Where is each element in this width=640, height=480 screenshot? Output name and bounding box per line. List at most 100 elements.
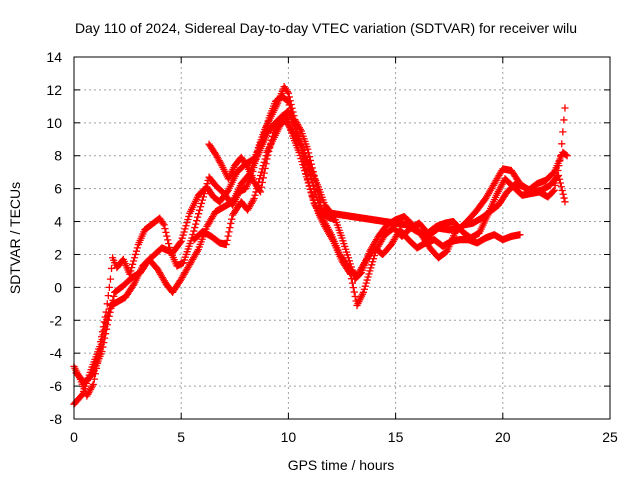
data-series (70, 83, 571, 408)
data-point (560, 194, 568, 202)
data-point (223, 236, 231, 244)
data-point (347, 275, 356, 283)
data-point (516, 231, 524, 239)
data-point (344, 254, 353, 262)
data-point (90, 375, 98, 383)
data-point (132, 247, 141, 255)
data-point (303, 176, 311, 184)
data-point (194, 210, 203, 218)
data-point (285, 101, 293, 109)
data-point (130, 254, 139, 262)
x-tick-label: 5 (177, 429, 185, 445)
data-point (193, 217, 201, 225)
data-point (259, 174, 267, 182)
x-tick-label: 15 (388, 429, 404, 445)
data-point (304, 145, 312, 153)
data-point (266, 144, 274, 152)
data-point (178, 234, 186, 242)
data-point (297, 154, 305, 163)
data-point (563, 152, 571, 160)
data-point (260, 169, 268, 177)
data-point (301, 167, 309, 175)
data-point (256, 188, 265, 196)
y-tick-label: 0 (54, 279, 62, 295)
data-point (264, 151, 272, 159)
data-point (557, 183, 565, 191)
data-point (349, 283, 357, 292)
data-point (131, 250, 140, 259)
data-point (101, 330, 110, 338)
data-point (165, 240, 173, 248)
series-arc-3 (72, 107, 569, 387)
data-point (251, 191, 259, 199)
data-point (267, 140, 275, 148)
data-point (191, 223, 199, 232)
data-point (181, 225, 189, 233)
data-point (179, 231, 187, 239)
data-point (195, 206, 204, 214)
plot-border (73, 56, 611, 420)
data-point (561, 198, 569, 206)
data-point (359, 288, 368, 296)
data-point (284, 97, 292, 106)
data-point (185, 212, 193, 221)
x-tick-label: 10 (281, 429, 297, 445)
data-point (300, 164, 308, 172)
data-point (129, 257, 138, 265)
data-point (555, 175, 564, 183)
data-point (160, 221, 168, 229)
data-point (263, 155, 271, 163)
data-point (183, 219, 191, 227)
data-point (362, 279, 370, 287)
y-axis-label: SDTVAR / TECUs (7, 182, 23, 294)
data-point (258, 178, 266, 187)
data-point (177, 237, 185, 245)
data-point (556, 179, 564, 187)
data-point (264, 117, 272, 125)
data-point (109, 296, 117, 304)
data-point (364, 273, 372, 281)
data-point (98, 347, 106, 356)
y-tick-label: 10 (46, 115, 62, 131)
y-tick-label: 4 (54, 214, 62, 230)
data-point (104, 316, 112, 324)
data-point (560, 116, 568, 124)
data-point (164, 236, 172, 244)
y-tick-label: 6 (54, 181, 62, 197)
data-point (284, 89, 292, 97)
data-point (283, 97, 292, 105)
data-point (346, 269, 354, 277)
data-point (559, 128, 567, 136)
data-point (193, 247, 201, 255)
data-point (228, 215, 236, 223)
data-point (368, 261, 376, 269)
x-tick-label: 20 (495, 429, 511, 445)
data-point (108, 300, 116, 308)
series-arc-5 (205, 115, 571, 240)
data-point (366, 267, 374, 275)
data-point (159, 219, 167, 227)
y-tick-label: -4 (50, 345, 63, 361)
chart-title: Day 110 of 2024, Sidereal Day-to-day VTE… (75, 20, 577, 36)
data-point (227, 219, 235, 228)
data-point (104, 291, 112, 300)
x-tick-label: 25 (602, 429, 618, 445)
data-point (262, 160, 270, 168)
y-tick-labels: -8 -6 -4 -2 0 2 4 6 8 10 12 14 (46, 49, 62, 427)
data-point (367, 264, 375, 272)
y-tick-label: 8 (54, 148, 62, 164)
x-tick-labels: 0 5 10 15 20 25 (70, 429, 618, 445)
x-axis-label: GPS time / hours (288, 457, 395, 473)
data-point (361, 282, 369, 290)
data-point (558, 140, 566, 148)
y-tick-label: -8 (50, 411, 63, 427)
data-point (101, 334, 109, 342)
data-point (304, 179, 312, 187)
data-point (265, 147, 273, 156)
data-point (371, 248, 379, 257)
data-point (225, 228, 233, 236)
data-point (190, 227, 198, 235)
data-point (299, 161, 307, 169)
data-point (369, 258, 377, 266)
data-point (256, 175, 264, 183)
